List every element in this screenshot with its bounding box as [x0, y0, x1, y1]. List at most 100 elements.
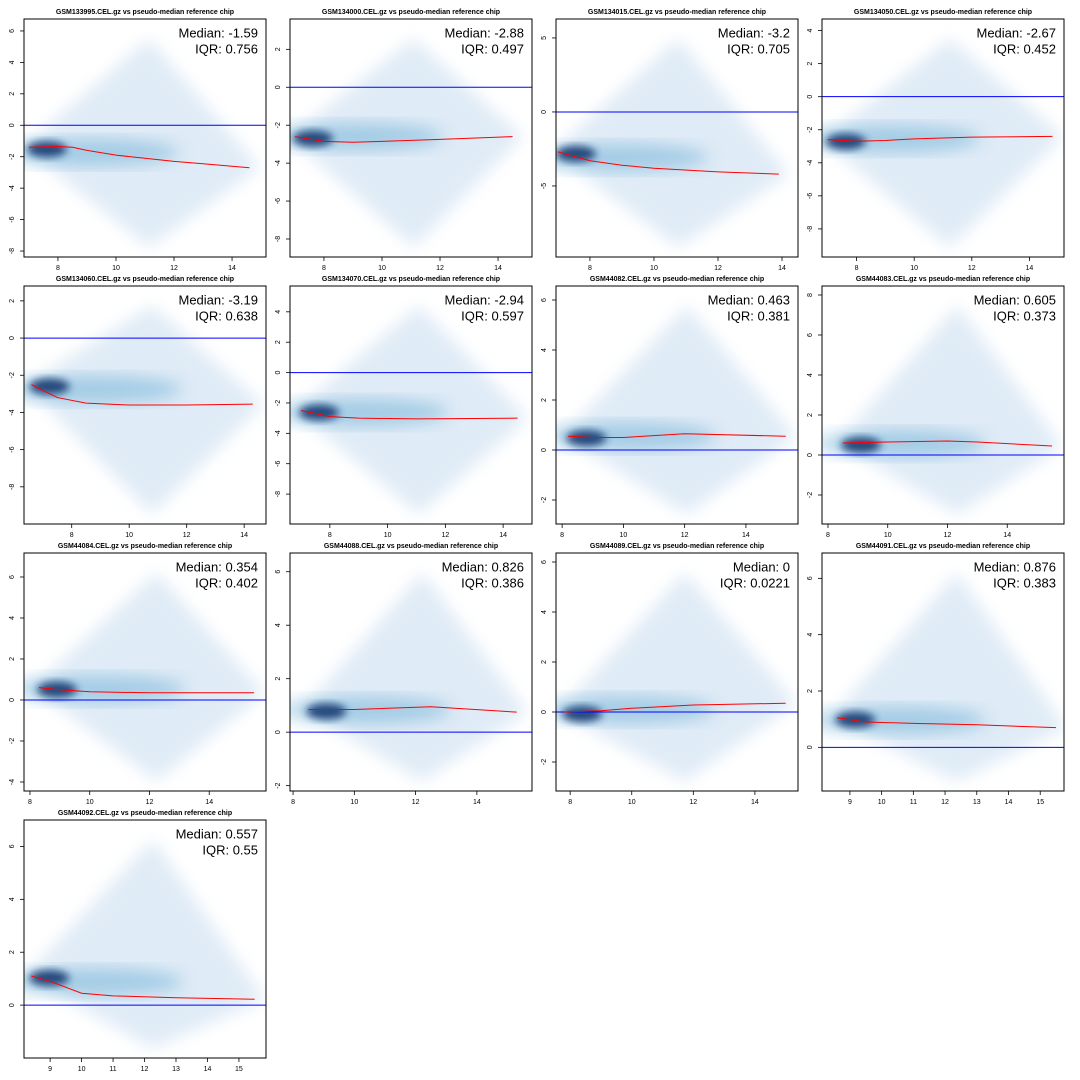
- panel-title: GSM44084.CEL.gz vs pseudo-median referen…: [58, 543, 232, 550]
- panel-title: GSM134000.CEL.gz vs pseudo-median refere…: [322, 9, 500, 16]
- x-tick-label: 10: [619, 532, 627, 539]
- loess-curve: [837, 717, 1057, 729]
- x-tick-label: 14: [240, 532, 248, 539]
- plot-frame: [555, 18, 799, 258]
- density-core: [24, 138, 180, 167]
- density-peak: [562, 706, 603, 722]
- density-core: [822, 124, 981, 153]
- y-tick-label: 2: [807, 689, 814, 693]
- panel-title: GSM44082.CEL.gz vs pseudo-median referen…: [590, 276, 764, 283]
- y-tick-label: 6: [9, 844, 16, 848]
- density-cloud: [556, 39, 789, 247]
- x-tick-label: 10: [78, 1066, 86, 1073]
- y-tick-label: 6: [9, 575, 16, 579]
- loess-curve: [308, 706, 517, 713]
- y-tick-label: 4: [807, 29, 814, 33]
- density-cloud: [836, 306, 1063, 514]
- ma-panel: GSM44083.CEL.gz vs pseudo-median referen…: [807, 276, 1065, 539]
- plot-frame: [821, 552, 1065, 792]
- y-tick-label: 4: [9, 897, 16, 901]
- annotation: Median: 0.605: [974, 292, 1056, 307]
- plot-frame: [289, 285, 533, 525]
- x-tick-label: 14: [1005, 799, 1013, 806]
- y-tick-label: 6: [541, 560, 548, 564]
- annotation: Median: 0.354: [176, 559, 258, 574]
- plot-area: [556, 573, 798, 781]
- loess-curve: [563, 702, 786, 713]
- density-cloud: [831, 573, 1064, 781]
- plot-area: [290, 306, 532, 514]
- y-tick-label: -2: [541, 759, 548, 765]
- annotation: Median: 0.557: [176, 826, 258, 841]
- density-core: [556, 695, 716, 724]
- y-tick-label: -4: [9, 409, 16, 415]
- plot-area: [556, 39, 798, 247]
- panel-title: GSM134015.CEL.gz vs pseudo-median refere…: [588, 9, 766, 16]
- annotation: Median: 0.826: [442, 559, 524, 574]
- ma-panel: GSM44092.CEL.gz vs pseudo-median referen…: [9, 810, 267, 1073]
- density-peak: [825, 133, 866, 150]
- x-tick-label: 10: [378, 265, 386, 272]
- y-tick-label: -8: [807, 226, 814, 232]
- y-tick-label: -8: [275, 491, 282, 497]
- annotation: Median: -3.19: [179, 292, 259, 307]
- x-tick-label: 14: [1026, 265, 1034, 272]
- y-tick-label: 6: [807, 333, 814, 337]
- plot-frame: [821, 285, 1065, 525]
- density-cloud: [25, 840, 265, 1048]
- density-cloud: [302, 573, 527, 781]
- plot-frame: [289, 552, 533, 792]
- density-cloud: [32, 573, 265, 781]
- panel-title: GSM44089.CEL.gz vs pseudo-median referen…: [590, 543, 764, 550]
- x-tick-label: 14: [778, 265, 786, 272]
- y-tick-label: 2: [541, 660, 548, 664]
- density-peak: [566, 430, 607, 447]
- plot-frame: [555, 285, 799, 525]
- ma-panel: GSM134000.CEL.gz vs pseudo-median refere…: [275, 9, 533, 272]
- annotation: IQR: 0.497: [461, 41, 524, 56]
- y-tick-label: -4: [275, 160, 282, 166]
- panel-title: GSM44088.CEL.gz vs pseudo-median referen…: [324, 543, 498, 550]
- x-tick-label: 10: [628, 799, 636, 806]
- x-tick-label: 8: [560, 532, 564, 539]
- x-tick-label: 8: [568, 799, 572, 806]
- x-tick-label: 14: [473, 799, 481, 806]
- y-tick-label: 0: [541, 448, 548, 452]
- x-tick-label: 12: [146, 799, 154, 806]
- ma-panel: GSM134050.CEL.gz vs pseudo-median refere…: [807, 9, 1065, 272]
- y-tick-label: -4: [807, 160, 814, 166]
- annotation: IQR: 0.452: [993, 41, 1056, 56]
- loess-curve: [827, 135, 1053, 142]
- ma-panel: GSM44082.CEL.gz vs pseudo-median referen…: [541, 276, 799, 539]
- ma-panel: GSM133995.CEL.gz vs pseudo-median refere…: [9, 9, 267, 272]
- density-cloud: [558, 573, 796, 781]
- y-tick-label: 2: [9, 92, 16, 96]
- y-tick-label: 6: [807, 576, 814, 580]
- plot-frame: [821, 18, 1065, 258]
- annotation: IQR: 0.381: [727, 308, 790, 323]
- y-tick-label: 6: [541, 298, 548, 302]
- y-tick-label: -8: [9, 484, 16, 490]
- y-tick-label: 2: [9, 657, 16, 661]
- loess-curve: [557, 151, 779, 175]
- ma-panel: GSM44089.CEL.gz vs pseudo-median referen…: [541, 543, 799, 806]
- x-tick-label: 8: [826, 532, 830, 539]
- density-peak: [26, 141, 67, 158]
- density-peak: [29, 970, 70, 987]
- x-tick-label: 14: [499, 532, 507, 539]
- y-tick-label: 0: [275, 371, 282, 375]
- plot-frame: [23, 285, 267, 525]
- x-tick-label: 9: [48, 1066, 52, 1073]
- x-tick-label: 12: [714, 265, 722, 272]
- x-tick-label: 13: [172, 1066, 180, 1073]
- y-tick-label: 0: [9, 698, 16, 702]
- annotation: IQR: 0.638: [195, 308, 258, 323]
- x-tick-label: 12: [941, 799, 949, 806]
- density-peak: [835, 711, 876, 728]
- y-tick-label: -8: [9, 248, 16, 254]
- annotation: IQR: 0.402: [195, 575, 258, 590]
- y-tick-label: 0: [275, 85, 282, 89]
- y-tick-label: -4: [9, 779, 16, 785]
- density-peak: [298, 404, 339, 421]
